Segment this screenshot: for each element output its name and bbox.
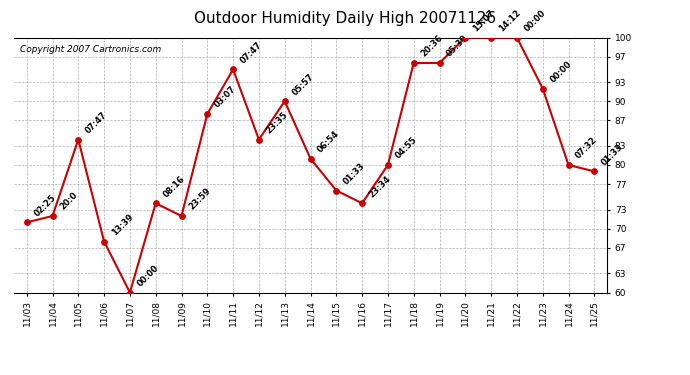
Point	[305, 156, 316, 162]
Text: 06:54: 06:54	[316, 129, 342, 154]
Text: Copyright 2007 Cartronics.com: Copyright 2007 Cartronics.com	[20, 45, 161, 54]
Point	[201, 111, 213, 117]
Text: 05:57: 05:57	[290, 72, 315, 97]
Text: 05:39: 05:39	[445, 34, 470, 59]
Text: 23:59: 23:59	[187, 187, 213, 212]
Text: 07:47: 07:47	[239, 40, 264, 65]
Text: 00:00: 00:00	[549, 59, 573, 84]
Text: 14:12: 14:12	[497, 8, 522, 33]
Point	[511, 34, 522, 40]
Text: 23:35: 23:35	[264, 110, 290, 135]
Text: Outdoor Humidity Daily High 20071126: Outdoor Humidity Daily High 20071126	[194, 11, 496, 26]
Text: 08:16: 08:16	[161, 174, 186, 199]
Point	[99, 238, 110, 244]
Point	[21, 219, 32, 225]
Point	[331, 188, 342, 194]
Point	[253, 136, 264, 142]
Text: 02:25: 02:25	[32, 193, 57, 218]
Point	[460, 34, 471, 40]
Text: 00:00: 00:00	[135, 263, 161, 288]
Point	[176, 213, 187, 219]
Text: 15:07: 15:07	[471, 8, 496, 33]
Point	[357, 200, 368, 206]
Text: 01:33: 01:33	[600, 142, 625, 167]
Point	[228, 66, 239, 72]
Point	[382, 162, 393, 168]
Text: 20:36: 20:36	[420, 34, 444, 59]
Point	[538, 86, 549, 92]
Text: 01:33: 01:33	[342, 161, 367, 186]
Point	[72, 136, 83, 142]
Text: 07:32: 07:32	[574, 136, 599, 161]
Text: 23:34: 23:34	[368, 174, 393, 199]
Point	[486, 34, 497, 40]
Point	[47, 213, 58, 219]
Point	[150, 200, 161, 206]
Point	[124, 290, 135, 296]
Text: 00:00: 00:00	[522, 8, 547, 33]
Text: 13:39: 13:39	[110, 212, 135, 237]
Point	[563, 162, 574, 168]
Text: 04:55: 04:55	[393, 135, 419, 161]
Point	[589, 168, 600, 174]
Text: 03:07: 03:07	[213, 85, 238, 110]
Point	[408, 60, 420, 66]
Text: 20:0: 20:0	[58, 191, 79, 212]
Text: 07:47: 07:47	[84, 110, 109, 135]
Point	[279, 98, 290, 104]
Point	[434, 60, 445, 66]
